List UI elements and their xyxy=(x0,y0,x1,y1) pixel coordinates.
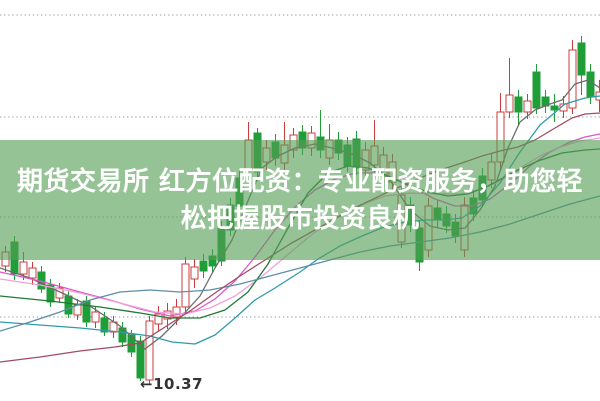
low-price-annotation: ←10.37 xyxy=(140,375,204,393)
promo-banner: 期货交易所 红方位配资：专业配资服务，助您轻 松把握股市投资良机 xyxy=(0,140,600,260)
banner-title-line2: 松把握股市投资良机 xyxy=(180,204,420,234)
banner-title-line1: 期货交易所 红方位配资：专业配资服务，助您轻 xyxy=(16,167,584,197)
